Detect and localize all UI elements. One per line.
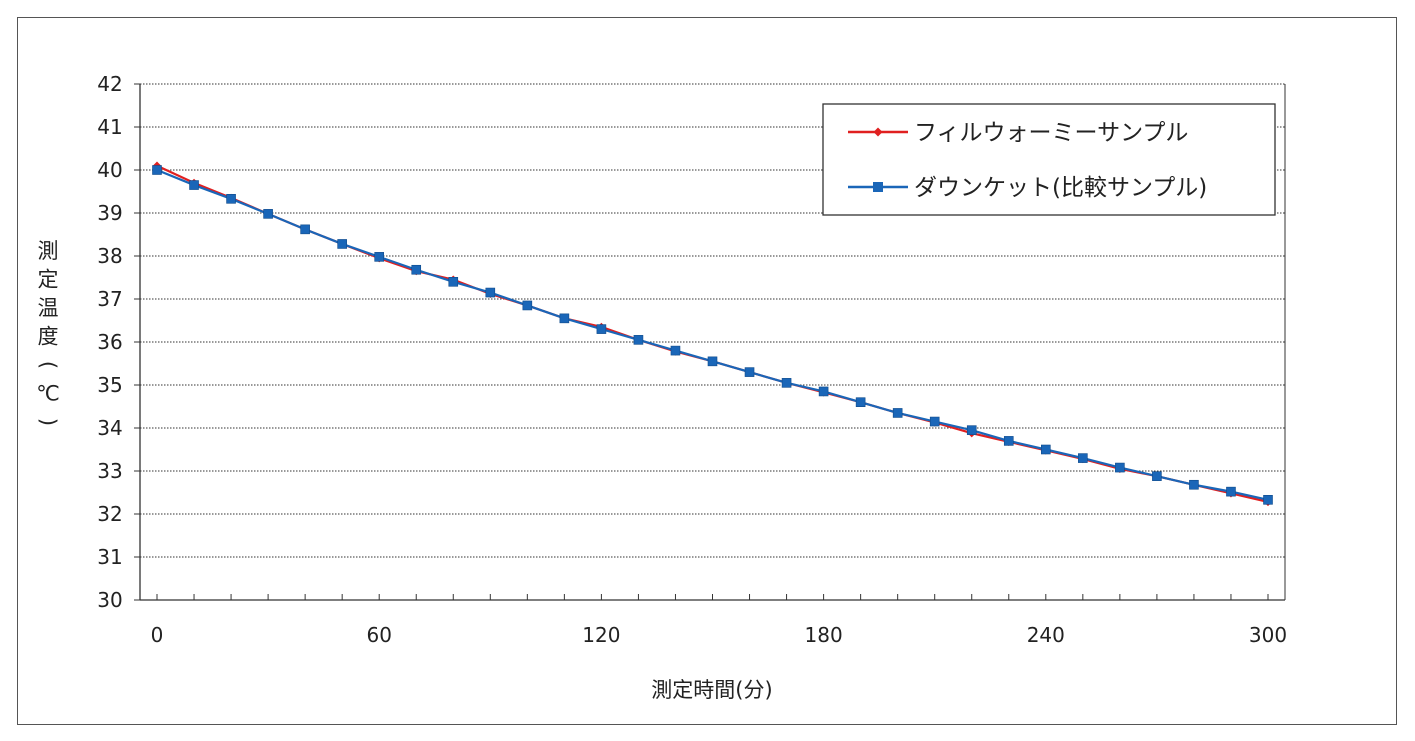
legend-label: フィルウォーミーサンプル: [914, 120, 1188, 146]
data-point: [1041, 444, 1051, 455]
legend-item-1: ダウンケット(比較サンプル): [848, 175, 1207, 201]
data-point: [448, 276, 459, 287]
data-point: [892, 408, 903, 418]
data-point: [1226, 486, 1236, 497]
data-point: [744, 367, 755, 377]
x-axis-title: 測定時間(分): [651, 678, 772, 702]
y-axis-title-char: ): [36, 418, 60, 426]
data-point: [300, 224, 310, 235]
data-point: [929, 416, 940, 427]
x-tick-label-300: 300: [1249, 623, 1287, 647]
x-axis-title-group: 測定時間(分): [651, 678, 772, 702]
y-tick-label-39: 39: [97, 201, 122, 225]
data-point: [152, 165, 162, 175]
x-tick-label-0: 0: [151, 623, 164, 647]
x-tick-label-120: 120: [582, 623, 620, 647]
y-tick-label-38: 38: [97, 244, 122, 268]
data-point: [633, 335, 644, 345]
x-tick-label-180: 180: [805, 623, 843, 647]
series-1: [152, 165, 1273, 505]
y-tick-label-35: 35: [97, 373, 122, 397]
y-axis-title-char: 度: [38, 325, 59, 349]
data-point: [1115, 462, 1125, 473]
data-point: [337, 239, 347, 249]
data-point: [559, 313, 570, 324]
data-point: [411, 264, 422, 275]
data-point: [818, 386, 829, 397]
data-point: [596, 324, 607, 334]
data-point: [522, 300, 533, 311]
data-point: [263, 209, 273, 219]
data-point: [1003, 436, 1014, 446]
y-tick-label-30: 30: [97, 588, 122, 612]
y-tick-label-40: 40: [97, 158, 122, 182]
data-point: [189, 180, 199, 190]
legend-swatch-marker: [873, 182, 883, 192]
y-axis-title-char: ℃: [36, 382, 60, 406]
legend-item-0: フィルウォーミーサンプル: [848, 120, 1188, 146]
data-point: [226, 194, 236, 204]
data-point: [1078, 453, 1088, 463]
data-point: [781, 378, 792, 388]
y-tick-labels: 30 31 32 33 34 35 36 37 38 39 40 41 42: [97, 72, 122, 612]
x-axis-ticks: [156, 594, 1269, 600]
data-point: [670, 345, 681, 356]
x-tick-label-240: 240: [1027, 623, 1065, 647]
x-tick-label-60: 60: [366, 623, 391, 647]
data-point: [374, 252, 385, 262]
y-axis-title-char: 測: [38, 239, 59, 263]
y-tick-label-42: 42: [97, 72, 122, 96]
y-axis-title-char: 定: [38, 268, 59, 292]
legend-swatch-marker: [873, 127, 883, 137]
data-point: [855, 397, 866, 408]
y-tick-label-36: 36: [97, 330, 122, 354]
y-tick-label-34: 34: [97, 416, 122, 440]
y-tick-label-41: 41: [97, 115, 122, 139]
data-point: [1152, 471, 1162, 481]
data-point: [1189, 479, 1199, 490]
y-tick-label-32: 32: [97, 502, 122, 526]
legend-label: ダウンケット(比較サンプル): [914, 175, 1207, 201]
data-series: [152, 161, 1273, 507]
y-axis-title-char: (: [36, 361, 60, 369]
y-tick-label-31: 31: [97, 545, 122, 569]
data-point: [966, 425, 977, 435]
legend-box: [822, 103, 1276, 216]
y-axis-title-char: 温: [38, 296, 59, 320]
y-tick-label-33: 33: [97, 459, 122, 483]
axes: [134, 83, 1286, 601]
data-point: [1263, 495, 1273, 505]
data-point: [707, 356, 718, 367]
x-tick-labels: 0 60 120 180 240 300: [151, 623, 1287, 647]
data-point: [485, 287, 496, 298]
y-tick-label-37: 37: [97, 287, 122, 311]
